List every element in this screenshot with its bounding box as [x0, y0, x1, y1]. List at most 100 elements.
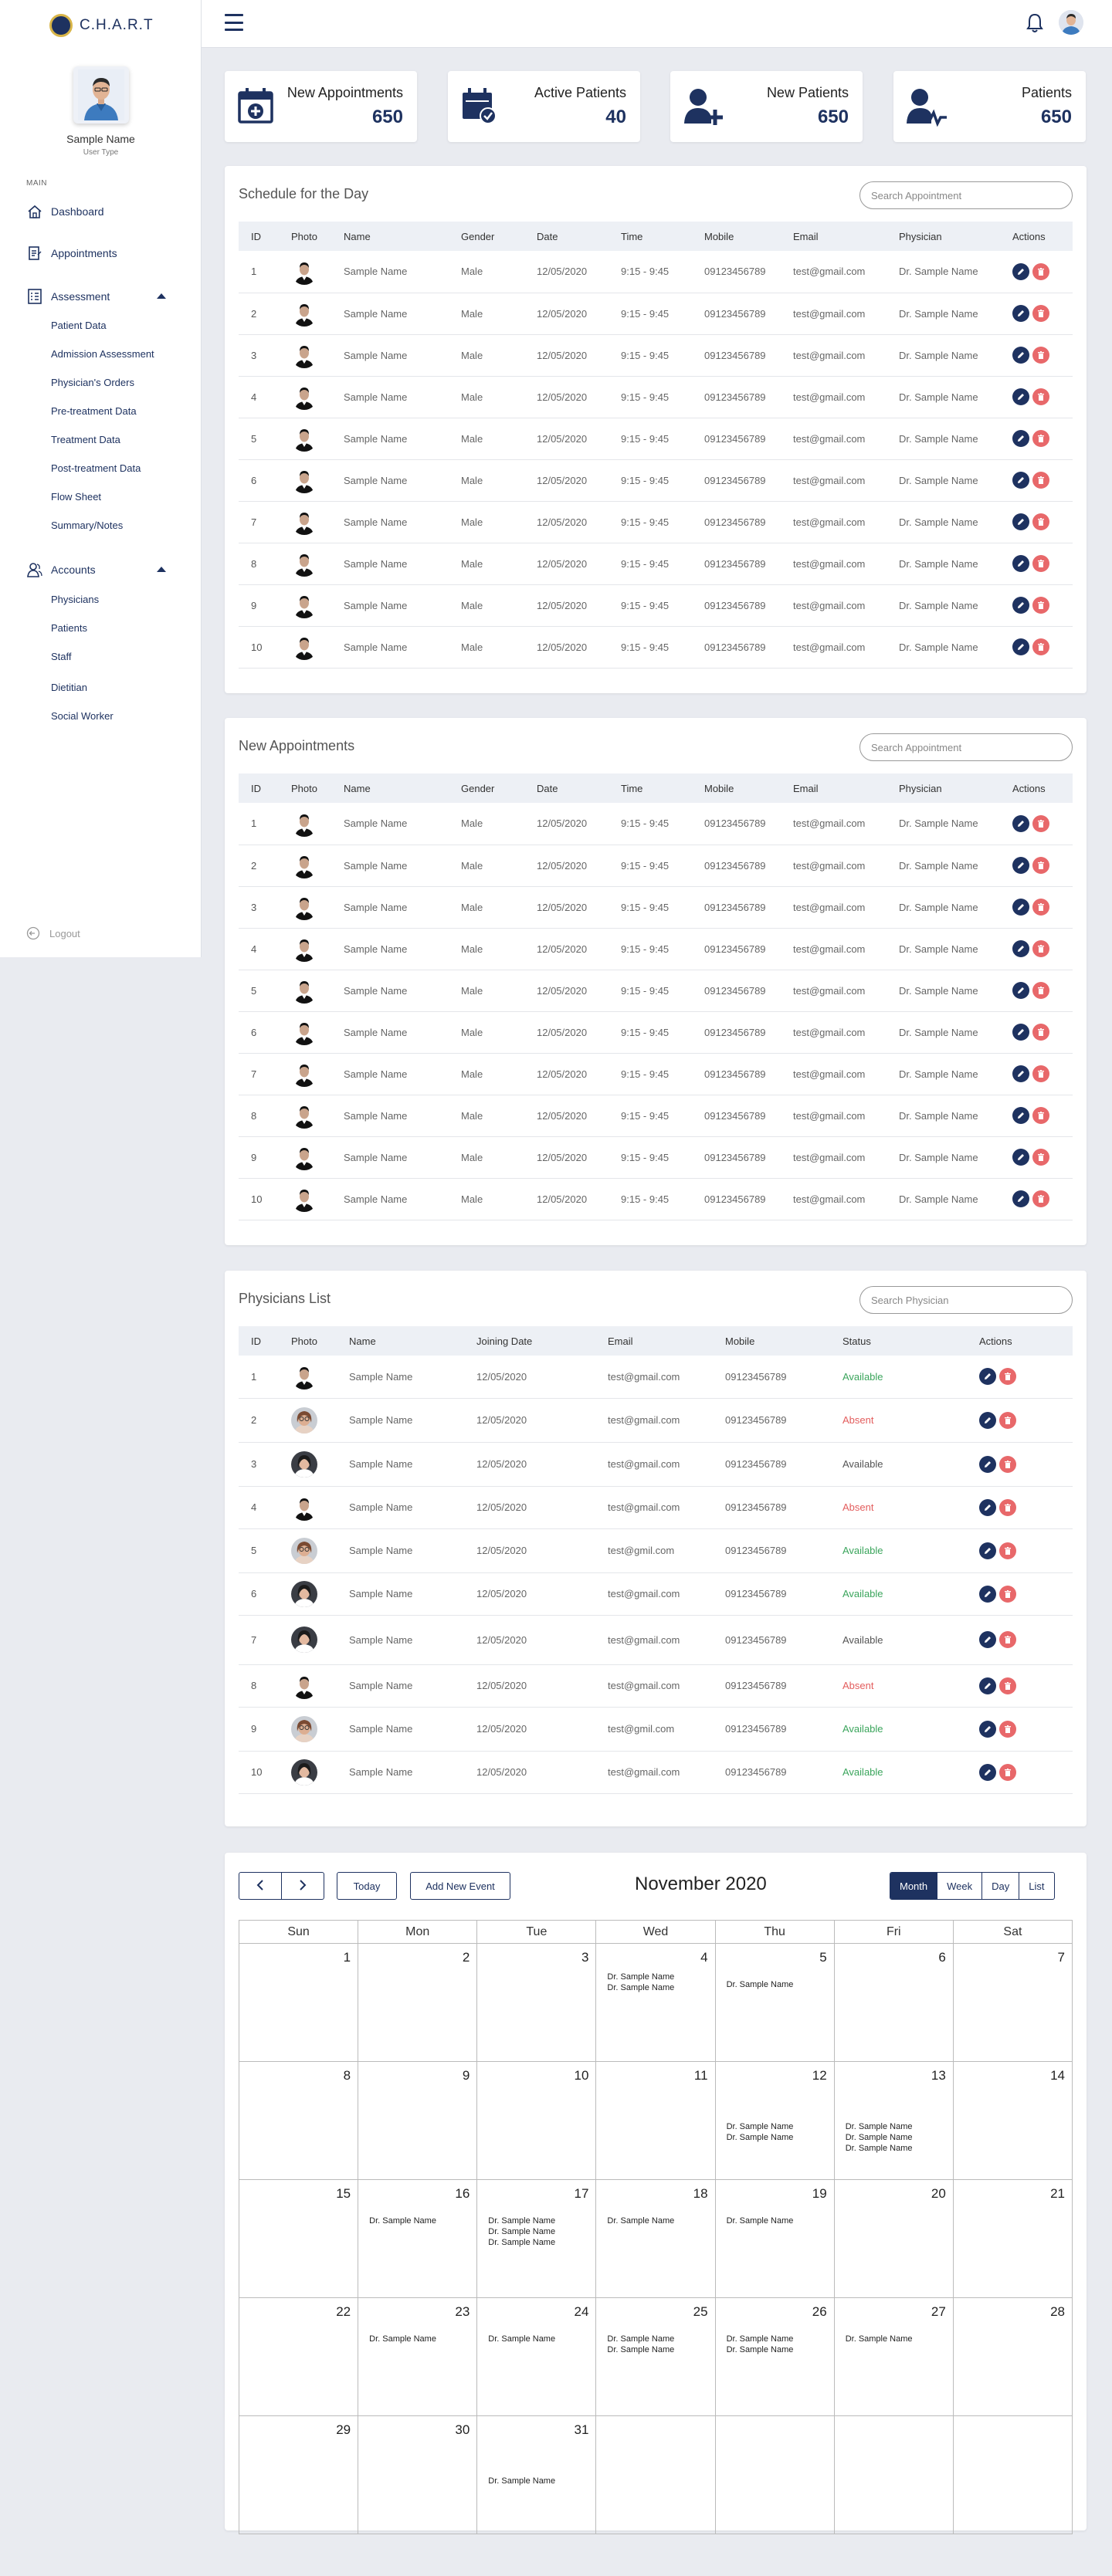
- sidebar-subitem-physicians-orders[interactable]: Physician's Orders: [51, 377, 134, 388]
- calendar-event[interactable]: Dr. Sample Name: [607, 2216, 675, 2226]
- edit-button[interactable]: [1012, 430, 1029, 447]
- calendar-day-cell[interactable]: 1: [238, 1943, 359, 2062]
- sidebar-subitem-summary-notes[interactable]: Summary/Notes: [51, 520, 124, 531]
- table-row[interactable]: 10 Sample Name 12/05/2020 test@gmail.com 091…: [239, 1751, 1073, 1794]
- sidebar-subitem-admission-assessment[interactable]: Admission Assessment: [51, 348, 154, 360]
- edit-button[interactable]: [979, 1368, 996, 1386]
- delete-button[interactable]: [1032, 472, 1049, 489]
- edit-button[interactable]: [1012, 347, 1029, 364]
- calendar-day-cell[interactable]: [595, 2415, 716, 2534]
- edit-button[interactable]: [979, 1763, 996, 1781]
- calendar-day-cell[interactable]: 17 Dr. Sample Name Dr. Sample Name Dr. Samp…: [476, 2179, 597, 2298]
- search-appointment-input[interactable]: [859, 181, 1073, 209]
- calendar-day-cell[interactable]: 23 Dr. Sample Name: [358, 2297, 478, 2416]
- delete-button[interactable]: [1032, 638, 1049, 655]
- stat-card-new-appointments[interactable]: New Appointments 650: [225, 71, 417, 142]
- delete-button[interactable]: [1032, 1024, 1049, 1041]
- stat-card-patients[interactable]: Patients 650: [893, 71, 1086, 142]
- edit-button[interactable]: [1012, 982, 1029, 999]
- edit-button[interactable]: [1012, 1149, 1029, 1166]
- table-row[interactable]: 4 Sample Name Male 12/05/2020 9:15 - 9:45 091…: [239, 376, 1073, 418]
- calendar-day-cell[interactable]: 29: [238, 2415, 359, 2534]
- edit-button[interactable]: [1012, 388, 1029, 405]
- calendar-event[interactable]: Dr. Sample Name: [726, 2122, 794, 2131]
- calendar-event[interactable]: Dr. Sample Name: [488, 2334, 556, 2344]
- table-row[interactable]: 7 Sample Name Male 12/05/2020 9:15 - 9:45 091…: [239, 501, 1073, 543]
- calendar-day-cell[interactable]: 8: [238, 2061, 359, 2180]
- calendar-day-cell[interactable]: 28: [952, 2297, 1073, 2416]
- calendar-event[interactable]: Dr. Sample Name: [607, 1983, 675, 1992]
- calendar-event[interactable]: Dr. Sample Name: [488, 2238, 556, 2247]
- calendar-day-cell[interactable]: 21: [952, 2179, 1073, 2298]
- sidebar-subitem-physicians[interactable]: Physicians: [51, 594, 100, 605]
- delete-button[interactable]: [1032, 430, 1049, 447]
- calendar-day-cell[interactable]: 2: [358, 1943, 478, 2062]
- delete-button[interactable]: [1032, 814, 1049, 832]
- edit-button[interactable]: [979, 1498, 996, 1516]
- edit-button[interactable]: [1012, 597, 1029, 614]
- calendar-day-cell[interactable]: 10: [476, 2061, 597, 2180]
- delete-button[interactable]: [999, 1631, 1016, 1648]
- profile-avatar[interactable]: [73, 66, 129, 124]
- calendar-day-cell[interactable]: 25 Dr. Sample Name Dr. Sample Name: [595, 2297, 716, 2416]
- delete-button[interactable]: [1032, 1107, 1049, 1124]
- sidebar-item-accounts[interactable]: Accounts: [26, 562, 96, 577]
- delete-button[interactable]: [1032, 1190, 1049, 1207]
- edit-button[interactable]: [1012, 1107, 1029, 1124]
- calendar-event[interactable]: Dr. Sample Name: [607, 2334, 675, 2344]
- edit-button[interactable]: [1012, 814, 1029, 832]
- delete-button[interactable]: [1032, 555, 1049, 572]
- edit-button[interactable]: [1012, 513, 1029, 530]
- edit-button[interactable]: [979, 1455, 996, 1473]
- delete-button[interactable]: [1032, 305, 1049, 322]
- delete-button[interactable]: [999, 1368, 1016, 1386]
- table-row[interactable]: 6 Sample Name Male 12/05/2020 9:15 - 9:45 091…: [239, 1011, 1073, 1054]
- sidebar-subitem-pre-treatment-data[interactable]: Pre-treatment Data: [51, 405, 137, 417]
- sidebar-subitem-dietitian[interactable]: Dietitian: [51, 682, 87, 693]
- calendar-event[interactable]: Dr. Sample Name: [369, 2334, 436, 2344]
- calendar-day-cell[interactable]: 7: [952, 1943, 1073, 2062]
- calendar-event[interactable]: Dr. Sample Name: [726, 2334, 794, 2344]
- table-row[interactable]: 6 Sample Name 12/05/2020 test@gmail.com 0912…: [239, 1572, 1073, 1616]
- table-row[interactable]: 10 Sample Name Male 12/05/2020 9:15 - 9:45 09…: [239, 1178, 1073, 1220]
- table-row[interactable]: 3 Sample Name 12/05/2020 test@gmail.com 0912…: [239, 1442, 1073, 1487]
- calendar-day-cell[interactable]: 12 Dr. Sample Name Dr. Sample Name: [714, 2061, 835, 2180]
- calendar-day-cell[interactable]: 14: [952, 2061, 1073, 2180]
- delete-button[interactable]: [1032, 857, 1049, 874]
- calendar-day-cell[interactable]: 31 Dr. Sample Name: [476, 2415, 597, 2534]
- calendar-event[interactable]: Dr. Sample Name: [845, 2122, 913, 2131]
- calendar-day-cell[interactable]: 6: [833, 1943, 954, 2062]
- edit-button[interactable]: [979, 1631, 996, 1648]
- delete-button[interactable]: [999, 1763, 1016, 1781]
- sidebar-subitem-staff[interactable]: Staff: [51, 651, 72, 662]
- table-row[interactable]: 7 Sample Name Male 12/05/2020 9:15 - 9:45 091…: [239, 1053, 1073, 1095]
- tab-day-view[interactable]: Day: [981, 1873, 1019, 1899]
- delete-button[interactable]: [999, 1411, 1016, 1429]
- sidebar-subitem-treatment-data[interactable]: Treatment Data: [51, 434, 120, 445]
- edit-button[interactable]: [979, 1542, 996, 1559]
- edit-button[interactable]: [1012, 899, 1029, 916]
- edit-button[interactable]: [1012, 472, 1029, 489]
- table-row[interactable]: 8 Sample Name Male 12/05/2020 9:15 - 9:45 091…: [239, 1095, 1073, 1137]
- delete-button[interactable]: [1032, 262, 1049, 280]
- edit-button[interactable]: [1012, 1024, 1029, 1041]
- sidebar-subitem-flow-sheet[interactable]: Flow Sheet: [51, 491, 102, 503]
- table-row[interactable]: 8 Sample Name Male 12/05/2020 9:15 - 9:45 091…: [239, 543, 1073, 585]
- delete-button[interactable]: [999, 1677, 1016, 1694]
- calendar-event[interactable]: Dr. Sample Name: [845, 2144, 913, 2153]
- calendar-event[interactable]: Dr. Sample Name: [726, 2133, 794, 2142]
- calendar-event[interactable]: Dr. Sample Name: [726, 2216, 794, 2226]
- app-logo[interactable]: C.H.A.R.T: [49, 14, 154, 37]
- delete-button[interactable]: [1032, 388, 1049, 405]
- logout-button[interactable]: Logout: [26, 926, 80, 940]
- table-row[interactable]: 4 Sample Name 12/05/2020 test@gmail.com 0912…: [239, 1486, 1073, 1529]
- sidebar-item-dashboard[interactable]: Dashboard: [26, 204, 104, 219]
- search-physician-input[interactable]: [859, 1286, 1073, 1314]
- tab-week-view[interactable]: Week: [937, 1873, 981, 1899]
- calendar-event[interactable]: Dr. Sample Name: [369, 2216, 436, 2226]
- table-row[interactable]: 7 Sample Name 12/05/2020 test@gmail.com 0912…: [239, 1615, 1073, 1665]
- sidebar-subitem-post-treatment-data[interactable]: Post-treatment Data: [51, 462, 141, 474]
- delete-button[interactable]: [1032, 347, 1049, 364]
- table-row[interactable]: 1 Sample Name Male 12/05/2020 9:15 - 9:45 091…: [239, 803, 1073, 845]
- delete-button[interactable]: [1032, 597, 1049, 614]
